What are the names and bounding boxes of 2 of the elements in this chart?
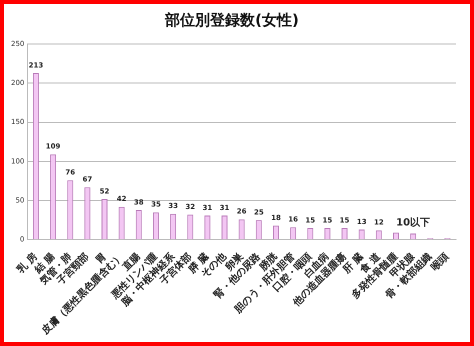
chart-title: 部位別登録数(女性) — [164, 10, 299, 29]
annotation: 10以下 — [396, 216, 430, 228]
